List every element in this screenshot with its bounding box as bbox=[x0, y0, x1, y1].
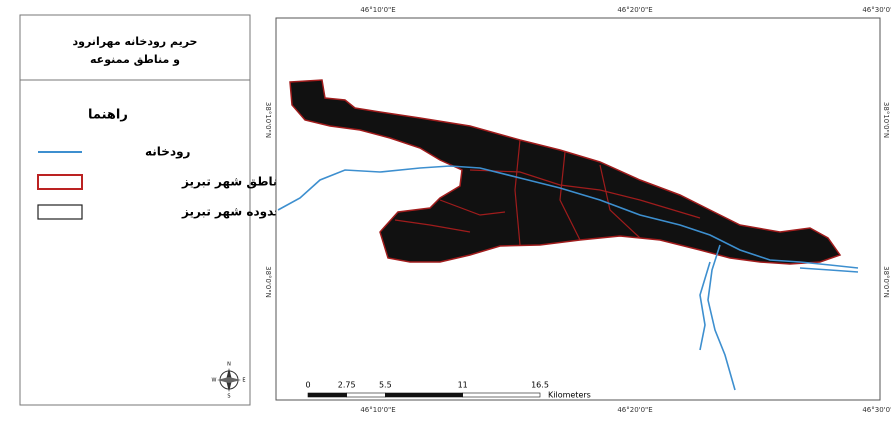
north-arrow-label: N bbox=[227, 362, 231, 368]
legend-label: محدوده شهر تبریز bbox=[181, 205, 290, 220]
scale-label: 2.75 bbox=[338, 381, 356, 390]
scale-segment bbox=[346, 392, 386, 398]
north-arrow-label: S bbox=[227, 394, 230, 400]
graticule-label: 38°10'0"N bbox=[882, 102, 890, 138]
graticule-label: 46°10'0"E bbox=[360, 6, 395, 14]
scale-label: 11 bbox=[458, 381, 468, 390]
scale-segment bbox=[462, 392, 541, 398]
graticule-label: 46°10'0"E bbox=[360, 406, 395, 414]
north-arrow-label: W bbox=[212, 378, 217, 384]
scale-label: 5.5 bbox=[379, 381, 392, 390]
graticule-label: 46°20'0"E bbox=[617, 406, 652, 414]
graticule-label: 46°30'0"E bbox=[862, 406, 891, 414]
river bbox=[277, 165, 859, 391]
legend-label: مناطق شهر تبریز bbox=[181, 175, 285, 189]
north-arrow: N E S W bbox=[212, 362, 246, 400]
scale-segment bbox=[385, 392, 463, 398]
map-title: حریم رودخانه مهرانرود bbox=[72, 35, 197, 48]
legend-boundary bbox=[37, 204, 83, 220]
graticule-label: 38°10'0"N bbox=[264, 102, 272, 138]
scale-segment bbox=[307, 392, 347, 398]
legend-label: رودخانه bbox=[145, 145, 191, 160]
scale-unit: Kilometers bbox=[548, 391, 591, 400]
map-title: و مناطق ممنوعه bbox=[90, 53, 180, 66]
graticule-label: 46°20'0"E bbox=[617, 6, 652, 14]
graticule-label: 38°0'0"N bbox=[264, 266, 272, 298]
legend-title: راهنما bbox=[88, 108, 128, 123]
scale-label: 0 bbox=[305, 381, 310, 390]
legend-zones bbox=[37, 174, 83, 190]
graticule-label: 46°30'0"E bbox=[862, 6, 891, 14]
north-arrow-label: E bbox=[242, 378, 245, 384]
graticule-label: 38°0'0"N bbox=[882, 266, 890, 298]
scale-label: 16.5 bbox=[531, 381, 549, 390]
